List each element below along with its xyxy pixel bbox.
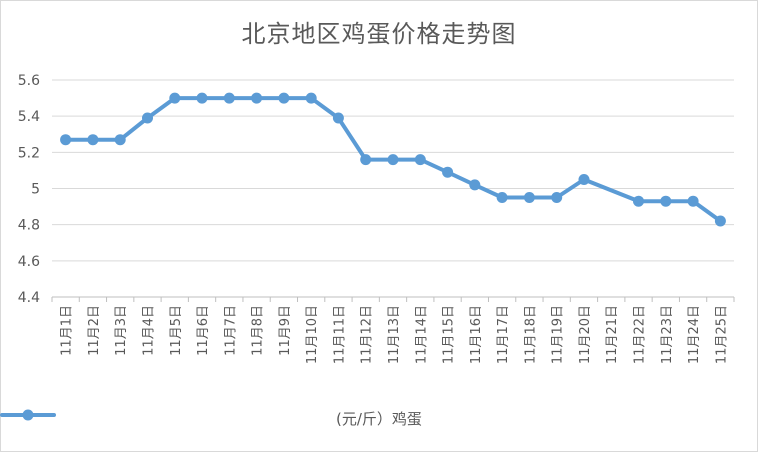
legend-swatch — [0, 409, 56, 421]
data-point — [332, 112, 344, 124]
data-point — [414, 154, 426, 166]
y-tick-labels: 4.4 4.6 4.8 5 5.2 5.4 5.6 — [18, 73, 40, 306]
y-tick-label: 4.6 — [18, 254, 40, 270]
x-tick-label: 11月22日 — [633, 305, 648, 364]
x-tick-label: 11月19日 — [551, 305, 566, 364]
data-point — [660, 195, 672, 207]
data-point — [496, 192, 508, 203]
x-tick-label: 11月7日 — [223, 305, 238, 356]
series-line — [63, 96, 723, 223]
data-point — [251, 92, 263, 104]
data-point — [633, 195, 644, 207]
data-point — [360, 154, 372, 166]
y-tick-label: 4.4 — [18, 290, 40, 306]
data-point — [305, 92, 317, 104]
x-tick-label: 11月1日 — [60, 305, 75, 356]
y-tick-label: 5 — [31, 182, 40, 198]
data-point — [578, 174, 590, 185]
data-point — [114, 134, 126, 146]
y-tick-label: 4.8 — [18, 218, 40, 234]
x-tick-label: 11月5日 — [169, 305, 184, 356]
x-tick-label: 11月21日 — [605, 305, 620, 364]
x-tick-label: 11月20日 — [578, 305, 593, 364]
legend: (元/斤）鸡蛋 — [0, 408, 758, 429]
data-point — [196, 92, 208, 104]
x-tick-label: 11月25日 — [714, 305, 729, 364]
data-point — [687, 195, 699, 207]
x-tick-label: 11月18日 — [523, 305, 538, 364]
x-tick-label: 11月23日 — [660, 305, 675, 364]
data-point — [60, 134, 72, 146]
x-tick-labels: 11月1日 11月2日 11月3日 11月4日 11月5日 11月6日 11月7日 11月8日… — [60, 305, 730, 364]
gridlines — [52, 79, 734, 262]
x-tick-label: 11月8日 — [251, 305, 266, 356]
x-tick-label: 11月11日 — [332, 305, 347, 364]
data-point — [442, 166, 454, 178]
x-tick-label: 11月13日 — [387, 305, 402, 364]
y-tick-label: 5.2 — [18, 145, 40, 161]
data-point — [387, 154, 399, 166]
x-tick-label: 11月16日 — [469, 305, 484, 364]
data-point — [714, 215, 726, 227]
data-point — [469, 179, 481, 191]
x-tick-label: 11月4日 — [141, 305, 156, 356]
data-point — [142, 112, 153, 124]
x-tick-label: 11月15日 — [442, 305, 457, 364]
data-point — [169, 92, 181, 104]
chart-title: 北京地区鸡蛋价格走势图 — [241, 20, 517, 48]
x-tick-label: 11月9日 — [278, 305, 293, 356]
series-layer — [60, 92, 726, 227]
legend-label: (元/斤）鸡蛋 — [336, 410, 422, 428]
x-tick-label: 11月12日 — [360, 305, 375, 364]
data-point — [278, 92, 290, 104]
x-tick-label: 11月10日 — [305, 305, 320, 364]
data-point — [87, 134, 99, 146]
y-tick-label: 5.6 — [18, 73, 40, 89]
x-tick-label: 11月17日 — [496, 305, 511, 364]
data-point — [523, 192, 535, 203]
x-tick-label: 11月14日 — [414, 305, 429, 364]
x-tick-label: 11月3日 — [114, 305, 129, 356]
x-tick-label: 11月24日 — [687, 305, 702, 364]
data-point — [551, 192, 563, 203]
axes — [51, 296, 735, 302]
x-tick-label: 11月6日 — [196, 305, 211, 356]
y-tick-label: 5.4 — [18, 109, 40, 125]
data-point — [223, 92, 235, 104]
x-tick-label: 11月2日 — [87, 305, 102, 356]
